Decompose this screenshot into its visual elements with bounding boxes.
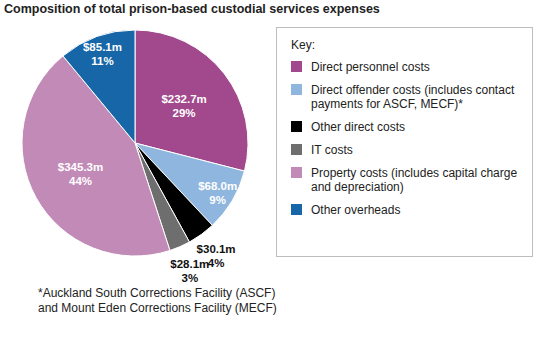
legend-swatch: [291, 84, 302, 95]
legend-label: Other overheads: [311, 203, 400, 217]
legend-item: Direct offender costs (includes contact …: [291, 83, 520, 111]
percent-label: 3%: [181, 272, 198, 284]
percent-label: 44%: [69, 175, 92, 187]
legend: Key: Direct personnel costs Direct offend…: [276, 27, 533, 257]
percent-label: 29%: [173, 107, 196, 119]
legend-label: IT costs: [311, 143, 353, 157]
slices: [22, 30, 248, 256]
footnote-line: *Auckland South Corrections Facility (AS…: [38, 286, 277, 301]
percent-label: 11%: [91, 55, 113, 67]
legend-swatch: [291, 204, 302, 215]
legend-label: Direct personnel costs: [311, 60, 430, 74]
data-labels: $232.7m 29% $68.0m 9% $30.1m 4%$28.1m 3% $345.3…: [58, 41, 237, 284]
percent-label: 9%: [209, 194, 226, 206]
legend-label: Other direct costs: [311, 120, 405, 134]
footnote-line: and Mount Eden Corrections Facility (MEC…: [38, 301, 277, 316]
legend-label: Property costs (includes capital charge …: [311, 166, 520, 194]
legend-item: IT costs: [291, 143, 520, 157]
chart-title: Composition of total prison-based custod…: [4, 2, 380, 16]
amount-label: $68.0m: [198, 180, 237, 192]
percent-label: 4%: [208, 257, 225, 269]
amount-label: $232.7m: [161, 93, 206, 105]
legend-item: Other overheads: [291, 203, 520, 217]
legend-item: Property costs (includes capital charge …: [291, 166, 520, 194]
legend-swatch: [291, 61, 302, 72]
legend-swatch: [291, 144, 302, 155]
footnote: *Auckland South Corrections Facility (AS…: [38, 286, 277, 316]
pie-slice: [63, 30, 135, 143]
legend-item: Direct personnel costs: [291, 60, 520, 74]
legend-title: Key:: [291, 38, 520, 52]
legend-item: Other direct costs: [291, 120, 520, 134]
legend-label: Direct offender costs (includes contact …: [311, 83, 520, 111]
amount-label: $28.1m: [170, 258, 209, 270]
amount-label: $345.3m: [58, 161, 103, 173]
legend-swatch: [291, 167, 302, 178]
legend-swatch: [291, 121, 302, 132]
amount-label: $30.1m: [197, 243, 236, 255]
amount-label: $85.1m: [83, 41, 122, 53]
